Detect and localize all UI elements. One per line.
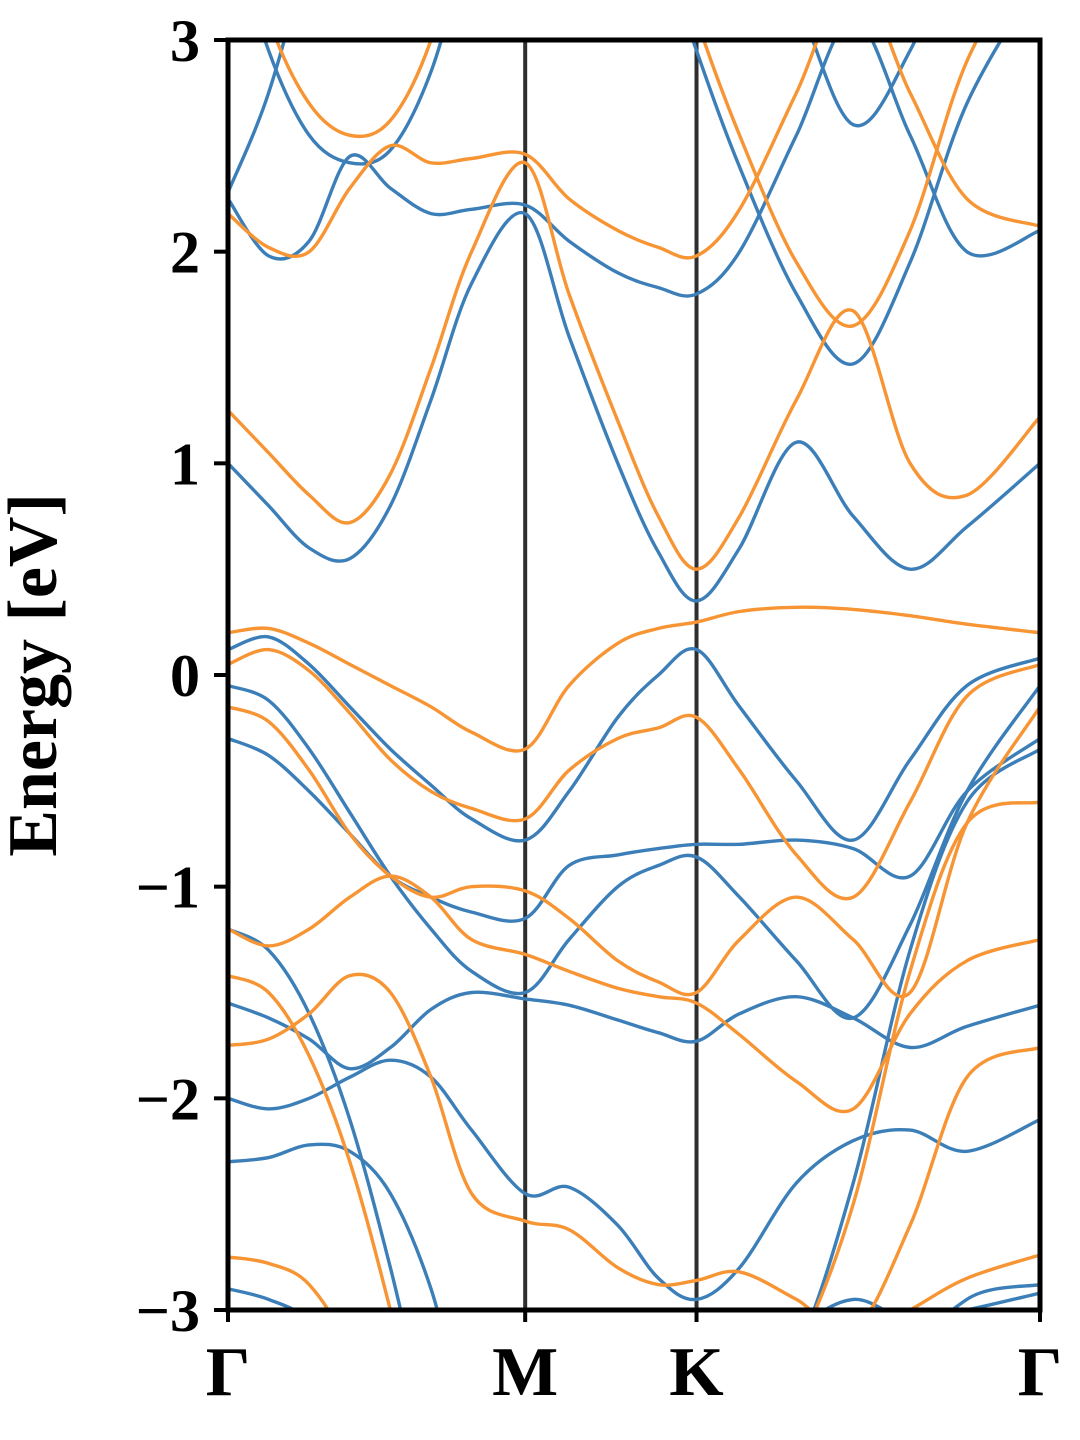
blue-bottom xyxy=(228,1287,1040,1310)
orange-conduction-hump xyxy=(228,40,1040,260)
y-tick-label: −2 xyxy=(136,1066,200,1132)
x-tick-label: K xyxy=(669,1334,723,1411)
orange-conduction-low xyxy=(228,160,1040,571)
y-tick-label: 0 xyxy=(170,643,200,709)
blue-deep-dive xyxy=(228,1142,1040,1310)
high-symmetry-vlines xyxy=(523,40,699,1310)
orange-deep-2 xyxy=(228,1253,1040,1310)
blue-conduction-steep xyxy=(263,40,1004,366)
y-axis-label: Energy [eV] xyxy=(0,493,72,857)
blue-valence-top xyxy=(228,634,1040,843)
orange-steep-mid xyxy=(228,800,1040,1310)
orange-valence-top xyxy=(228,605,1040,753)
blue-valence-mid xyxy=(228,683,1040,1020)
blue-conduction-hump xyxy=(228,40,1040,298)
y-tick-label: 1 xyxy=(170,431,200,497)
blue-valence-k xyxy=(228,990,1040,1071)
blue-conduction-low xyxy=(228,210,1040,603)
y-tick-label: −3 xyxy=(136,1278,200,1344)
axes xyxy=(214,37,1043,1322)
orange-deep-1 xyxy=(228,972,1040,1310)
orange-valence-3 xyxy=(228,705,1040,998)
orange-valence-4 xyxy=(228,874,1040,1114)
y-tick-label: 3 xyxy=(170,8,200,74)
x-tick-label: Γ xyxy=(1018,1334,1063,1411)
blue-deep-gamma xyxy=(228,1058,1040,1302)
blue-valence-flat xyxy=(228,736,1040,923)
x-tick-label: Γ xyxy=(206,1334,251,1411)
blue-steep-mid xyxy=(228,747,1040,1310)
orange-conduction-steep xyxy=(274,40,979,328)
band-lines xyxy=(228,40,1040,1310)
orange-valence-2 xyxy=(228,647,1040,901)
x-tick-label: M xyxy=(492,1334,558,1411)
blue-conduction-upper xyxy=(228,40,918,195)
y-tick-label: −1 xyxy=(136,855,200,921)
y-tick-label: 2 xyxy=(170,220,200,286)
